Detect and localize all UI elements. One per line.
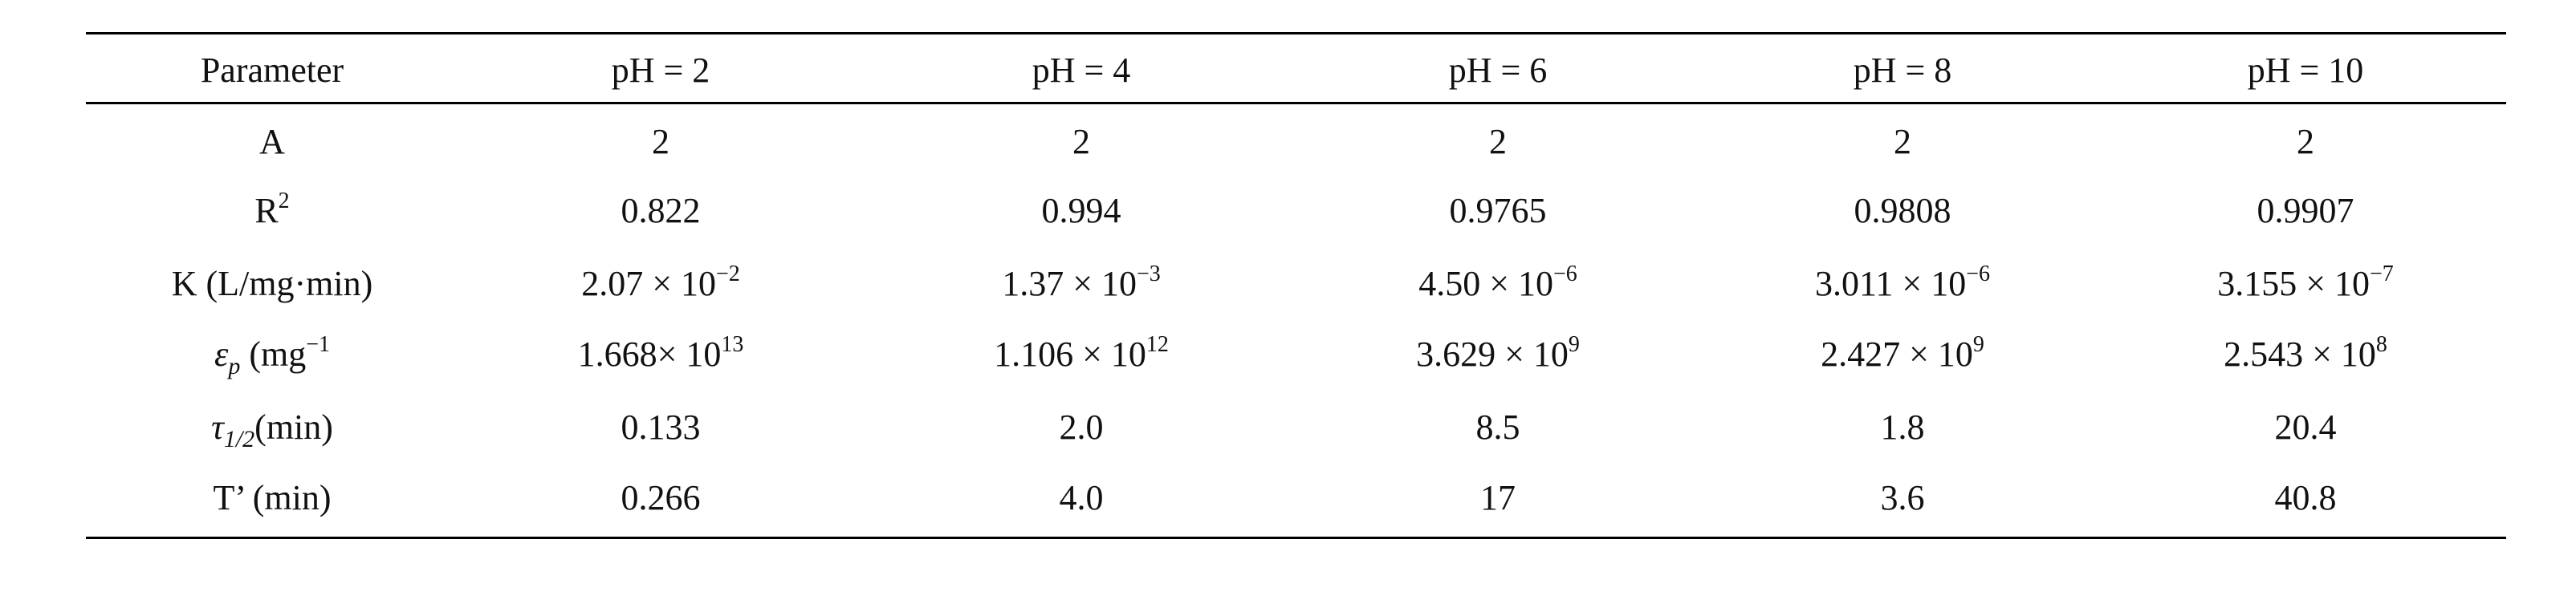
data-cell: 0.133 [621, 407, 701, 447]
cell-sup: 9 [1972, 332, 1984, 357]
cell-sup: −7 [2370, 262, 2394, 286]
data-cell: 2.07 × 10−2 [581, 263, 740, 303]
data-cell: 3.6 [1880, 478, 1925, 517]
cell-text: T’ (min) [213, 478, 332, 517]
data-cell: 2 [1072, 122, 1090, 161]
data-cell: 17 [1480, 478, 1516, 517]
top-rule [86, 32, 2506, 34]
cell-text: (mg [240, 334, 307, 374]
data-cell: 4.50 × 10−6 [1418, 263, 1577, 303]
row-label: τ1/2(min) [211, 407, 333, 452]
header-rule [86, 102, 2506, 104]
data-cell: 2.543 × 108 [2224, 334, 2387, 374]
cell-sup: 9 [1568, 332, 1580, 357]
cell-sup: −1 [306, 332, 331, 357]
header-cell: Parameter [200, 51, 344, 90]
bottom-rule [86, 537, 2506, 539]
data-cell: 2.0 [1059, 407, 1104, 447]
header-cell: pH = 4 [1032, 51, 1131, 90]
cell-text: R [254, 191, 279, 230]
data-cell: 2.427 × 109 [1821, 334, 1984, 374]
cell-text: K (L/mg·min) [171, 264, 373, 303]
data-cell: 2 [1489, 122, 1507, 161]
cell-italic: ε [214, 334, 229, 374]
cell-text: 2.427 × 10 [1821, 334, 1973, 374]
header-cell: pH = 2 [611, 51, 710, 90]
row-label: A [259, 124, 285, 160]
cell-text: 1.106 × 10 [994, 334, 1146, 374]
data-cell: 0.9907 [2257, 191, 2354, 230]
cell-sup: −3 [1137, 262, 1161, 286]
header-cell: pH = 10 [2247, 51, 2364, 90]
data-cell: 3.629 × 109 [1416, 334, 1580, 374]
cell-text: 2.543 × 10 [2224, 334, 2376, 374]
header-cell: pH = 8 [1853, 51, 1952, 90]
data-cell: 0.9808 [1854, 191, 1951, 230]
data-cell: 0.266 [621, 478, 701, 517]
data-cell: 0.994 [1041, 191, 1121, 230]
data-cell: 3.011 × 10−6 [1815, 263, 1990, 303]
data-cell: 0.822 [621, 191, 701, 230]
data-cell: 1.8 [1880, 407, 1925, 447]
cell-sup: 12 [1146, 332, 1169, 357]
data-cell: 1.106 × 1012 [994, 334, 1169, 374]
data-cell: 2 [652, 122, 669, 161]
cell-sup: −6 [1966, 262, 1990, 286]
cell-text: 4.50 × 10 [1418, 264, 1554, 303]
header-cell: pH = 6 [1448, 51, 1548, 90]
cell-sup: 13 [721, 332, 744, 357]
cell-text: A [259, 122, 285, 161]
row-label: εp (mg−1 [214, 334, 330, 379]
data-cell: 40.8 [2274, 478, 2337, 517]
cell-sub: p [228, 353, 241, 379]
row-label: K (L/mg·min) [172, 266, 373, 302]
cell-sup: −2 [716, 262, 740, 286]
data-cell: 2 [2297, 122, 2314, 161]
cell-italic: τ [211, 407, 224, 447]
data-cell: 1.37 × 10−3 [1002, 263, 1161, 303]
cell-sup: −6 [1553, 262, 1577, 286]
row-label: T’ (min) [213, 480, 331, 516]
cell-text: 2.07 × 10 [581, 264, 717, 303]
data-cell: 20.4 [2274, 407, 2337, 447]
data-cell: 0.9765 [1449, 191, 1547, 230]
data-cell: 2 [1894, 122, 1911, 161]
cell-text: (min) [254, 407, 333, 447]
cell-text: 1.668× 10 [577, 334, 722, 374]
data-cell: 1.668× 1013 [577, 334, 744, 374]
cell-text: 3.011 × 10 [1815, 264, 1967, 303]
row-label: R2 [254, 190, 289, 230]
cell-text: 1.37 × 10 [1002, 264, 1137, 303]
cell-sup: 2 [278, 189, 290, 213]
data-cell: 4.0 [1059, 478, 1104, 517]
cell-text: 3.629 × 10 [1416, 334, 1569, 374]
data-cell: 3.155 × 10−7 [2217, 263, 2394, 303]
cell-sup: 8 [2375, 332, 2387, 357]
cell-text: 3.155 × 10 [2217, 264, 2370, 303]
cell-sub: 1/2 [223, 426, 255, 452]
data-cell: 8.5 [1475, 407, 1520, 447]
